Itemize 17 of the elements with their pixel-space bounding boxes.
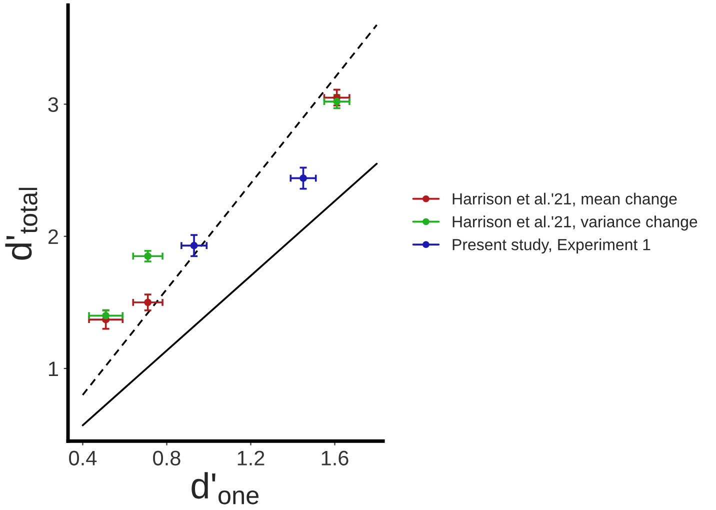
point — [190, 242, 198, 250]
y-tick-label: 2 — [48, 229, 58, 244]
x-tick-label: 1.6 — [322, 450, 348, 466]
y-tick-label: 1 — [48, 362, 58, 376]
legend-label: Harrison et al.'21, mean change — [452, 192, 677, 208]
y-axis-title: d'$_{total}$ — [5, 188, 38, 260]
x-tick-label: 1.2 — [238, 450, 264, 466]
x-tick-label: 0.4 — [69, 450, 97, 466]
point — [144, 298, 152, 306]
point — [102, 312, 110, 320]
point — [144, 252, 152, 260]
legend-label: Present study, Experiment 1 — [452, 238, 650, 254]
y-tick-label: 3 — [48, 97, 58, 112]
legend-label: Harrison et al.'21, variance change — [452, 216, 698, 231]
x-axis-title: d'$_{one}$ — [192, 472, 259, 504]
x-tick-label: 0.8 — [153, 450, 180, 466]
point — [300, 174, 307, 182]
